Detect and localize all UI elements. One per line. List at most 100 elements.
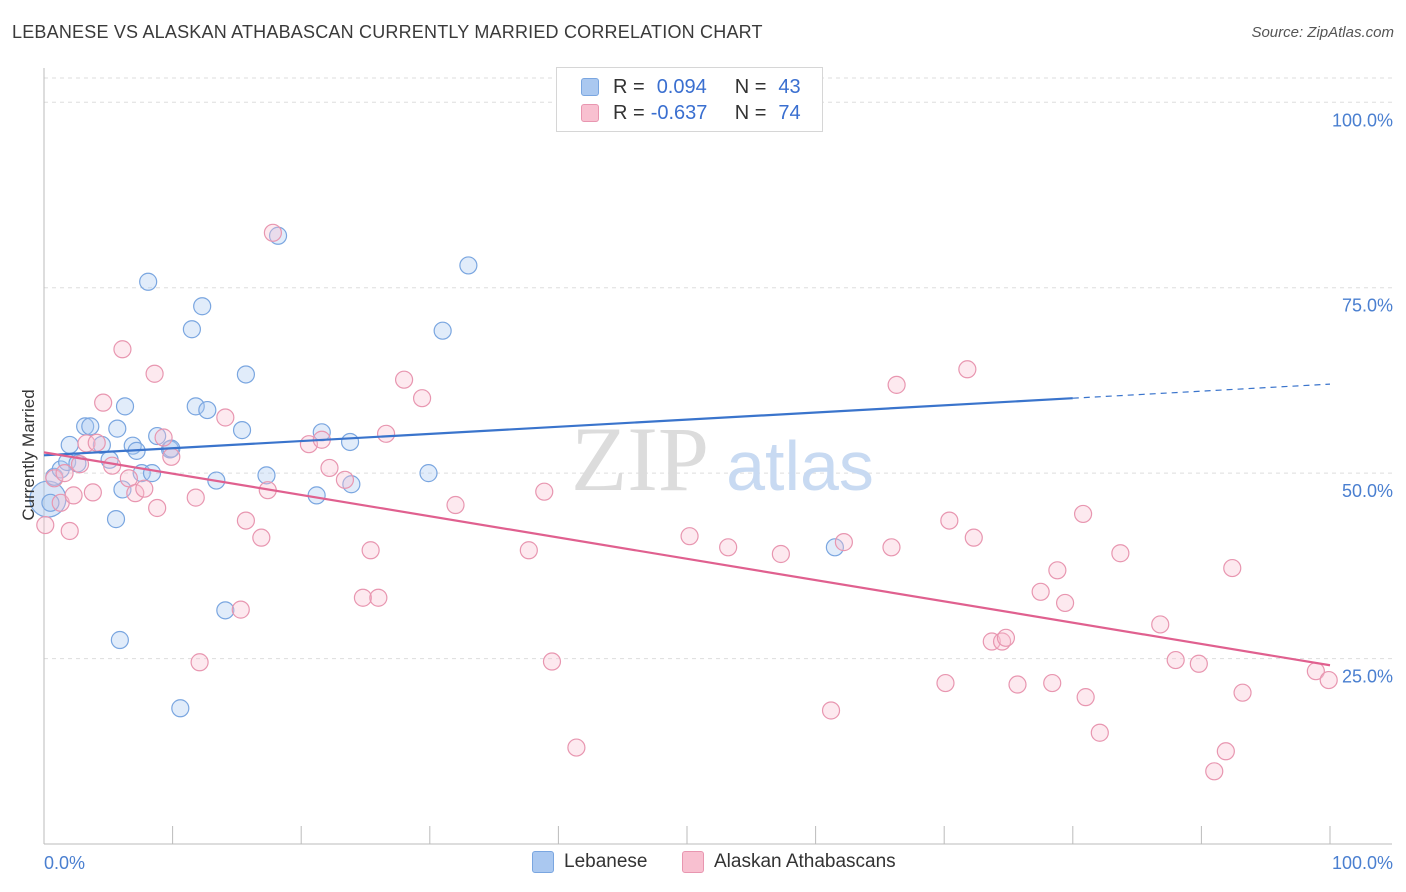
point-lebanese bbox=[106, 510, 126, 529]
point-alaskan bbox=[821, 701, 841, 720]
point-alaskan bbox=[1090, 723, 1109, 742]
trend-lines bbox=[43, 383, 1331, 667]
point-alaskan bbox=[1233, 683, 1252, 702]
point-alaskan bbox=[1166, 650, 1185, 670]
legend-n-label: N = bbox=[734, 101, 767, 124]
point-lebanese bbox=[307, 486, 326, 505]
point-lebanese bbox=[186, 397, 205, 416]
legend-n-label: N = bbox=[734, 75, 767, 98]
point-alaskan bbox=[1205, 762, 1224, 781]
point-alaskan bbox=[1048, 561, 1067, 580]
point-alaskan bbox=[834, 533, 853, 552]
point-alaskan bbox=[535, 482, 554, 501]
point-alaskan bbox=[1073, 504, 1093, 524]
point-lebanese bbox=[142, 464, 162, 483]
point-alaskan bbox=[446, 495, 465, 515]
point-lebanese bbox=[171, 699, 190, 718]
point-alaskan bbox=[1055, 593, 1075, 613]
point-lebanese bbox=[115, 397, 135, 416]
point-alaskan bbox=[1216, 742, 1235, 761]
point-alaskan bbox=[36, 515, 55, 535]
source-credit: Source: ZipAtlas.com bbox=[1251, 24, 1394, 41]
point-alaskan bbox=[83, 483, 102, 502]
y-tick-label-100: 100.0% bbox=[1332, 110, 1393, 130]
legend: R = 0.094 N = 43 R = -0.637 N = 74 bbox=[556, 67, 823, 132]
point-alaskan bbox=[162, 447, 181, 466]
bottom-legend-label-alaskan: Alaskan Athabascans bbox=[714, 851, 896, 872]
legend-swatch-lebanese bbox=[581, 78, 599, 96]
point-alaskan bbox=[680, 527, 699, 546]
trend-line-extension-lebanese bbox=[1072, 383, 1331, 399]
point-lebanese bbox=[268, 226, 288, 245]
point-lebanese bbox=[193, 297, 212, 316]
point-alaskan bbox=[94, 393, 113, 412]
point-alaskan bbox=[126, 484, 145, 503]
point-lebanese bbox=[232, 421, 252, 440]
point-alaskan bbox=[996, 628, 1016, 647]
point-alaskan bbox=[1043, 673, 1062, 693]
legend-row-alaskan: R = -0.637 N = 74 bbox=[581, 100, 801, 126]
point-lebanese bbox=[236, 365, 256, 384]
point-alaskan bbox=[154, 428, 173, 447]
trend-line-lebanese bbox=[43, 397, 1073, 457]
point-lebanese bbox=[340, 432, 360, 452]
point-alaskan bbox=[45, 469, 64, 488]
y-tick-label-25: 25.0% bbox=[1342, 667, 1393, 687]
point-alaskan bbox=[519, 541, 538, 560]
point-alaskan bbox=[958, 360, 977, 379]
bottom-legend-lebanese: Lebanese bbox=[532, 851, 647, 873]
point-alaskan bbox=[320, 458, 339, 478]
y-tick-label-50: 50.0% bbox=[1342, 481, 1393, 501]
legend-r-label: R = bbox=[613, 101, 645, 124]
legend-r-label: R = bbox=[613, 75, 645, 98]
point-alaskan bbox=[936, 673, 955, 693]
point-lebanese bbox=[419, 464, 438, 483]
point-lebanese bbox=[60, 435, 79, 455]
point-alaskan bbox=[263, 223, 283, 242]
point-alaskan bbox=[982, 632, 1001, 651]
point-lebanese bbox=[148, 426, 167, 446]
point-alaskan bbox=[412, 389, 432, 408]
point-lebanese bbox=[459, 256, 478, 275]
point-alaskan bbox=[190, 653, 209, 672]
point-lebanese bbox=[81, 417, 100, 436]
point-alaskan bbox=[145, 364, 164, 383]
legend-n-value: 43 bbox=[778, 75, 801, 98]
point-alaskan bbox=[87, 433, 106, 452]
data-points bbox=[29, 223, 1338, 781]
point-alaskan bbox=[1189, 654, 1208, 673]
chart-title: LEBANESE VS ALASKAN ATHABASCAN CURRENTLY… bbox=[12, 22, 763, 42]
point-alaskan bbox=[882, 538, 901, 557]
legend-n-value: 74 bbox=[778, 101, 801, 124]
point-alaskan bbox=[148, 498, 167, 518]
point-alaskan bbox=[55, 464, 74, 483]
watermark-atlas: atlas bbox=[726, 427, 874, 505]
point-alaskan bbox=[1031, 582, 1050, 601]
y-tick-label-75: 75.0% bbox=[1342, 296, 1393, 316]
trend-line-alaskan bbox=[43, 451, 1331, 667]
point-alaskan bbox=[64, 486, 83, 505]
legend-r-value: -0.637 bbox=[650, 101, 708, 124]
point-alaskan bbox=[940, 511, 959, 530]
point-lebanese bbox=[182, 320, 201, 339]
legend-r-value: 0.094 bbox=[656, 75, 707, 98]
y-axis-label: Currently Married bbox=[19, 389, 38, 520]
point-alaskan bbox=[1008, 675, 1027, 694]
point-alaskan bbox=[1076, 688, 1095, 707]
point-alaskan bbox=[1151, 615, 1170, 634]
point-alaskan bbox=[335, 470, 355, 489]
bottom-legend-alaskan: Alaskan Athabascans bbox=[682, 851, 896, 873]
bottom-legend-swatch-alaskan bbox=[682, 851, 704, 873]
x-tick-label-min: 0.0% bbox=[44, 853, 85, 873]
point-alaskan bbox=[542, 652, 562, 671]
point-lebanese bbox=[216, 601, 235, 620]
point-alaskan bbox=[719, 538, 738, 557]
point-lebanese bbox=[198, 400, 217, 420]
bottom-legend-label-lebanese: Lebanese bbox=[564, 851, 648, 872]
point-alaskan bbox=[353, 588, 373, 607]
point-alaskan bbox=[771, 544, 790, 564]
point-alaskan bbox=[887, 375, 906, 394]
point-alaskan bbox=[135, 479, 154, 498]
point-alaskan bbox=[567, 738, 586, 757]
